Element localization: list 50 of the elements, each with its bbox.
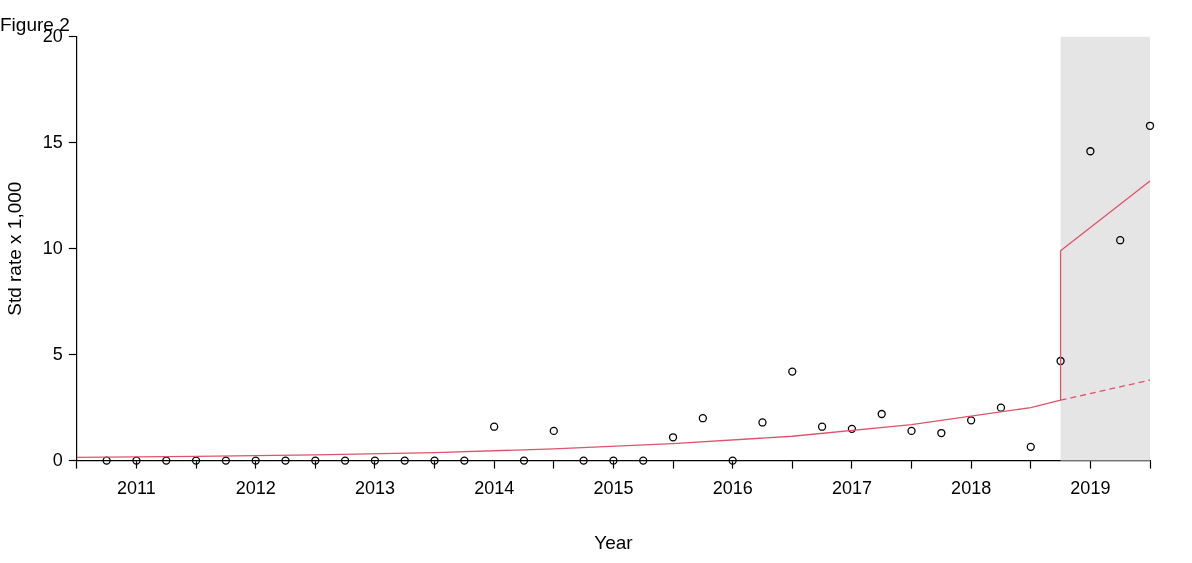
point xyxy=(221,456,231,465)
point xyxy=(966,416,976,425)
point xyxy=(758,418,767,427)
y-axis-title: Std rate x 1,000 xyxy=(3,181,25,316)
y-tick-label: 0 xyxy=(52,449,63,470)
point xyxy=(460,456,469,465)
point xyxy=(370,456,380,465)
point xyxy=(668,433,678,442)
x-tick-label: 2018 xyxy=(951,478,992,499)
point xyxy=(847,424,857,433)
point xyxy=(639,456,648,465)
x-axis-title: Year xyxy=(594,531,634,553)
point xyxy=(1145,121,1155,130)
point xyxy=(937,428,946,438)
point xyxy=(340,456,350,465)
point xyxy=(728,456,737,465)
point xyxy=(788,367,797,376)
point xyxy=(490,422,499,431)
point xyxy=(311,456,320,465)
point xyxy=(579,456,588,465)
point xyxy=(907,426,916,436)
x-tick-label: 2012 xyxy=(235,478,276,499)
point xyxy=(281,456,290,465)
point xyxy=(1056,356,1065,366)
point xyxy=(877,409,886,419)
x-tick-label: 2016 xyxy=(712,478,753,499)
point xyxy=(1116,236,1125,245)
point xyxy=(519,456,529,465)
point xyxy=(430,456,439,465)
point xyxy=(549,426,558,436)
y-tick-label: 15 xyxy=(42,131,63,152)
point xyxy=(698,414,707,423)
point xyxy=(609,456,618,465)
point xyxy=(1086,147,1095,156)
x-tick-label: 2019 xyxy=(1070,478,1111,499)
point xyxy=(996,403,1006,412)
x-tick-label: 2017 xyxy=(831,478,872,499)
point xyxy=(191,456,201,465)
point xyxy=(162,456,171,465)
point xyxy=(251,456,260,465)
point xyxy=(1026,442,1035,451)
y-tick-label: 10 xyxy=(42,237,63,258)
x-tick-label: 2014 xyxy=(474,478,515,499)
point xyxy=(400,456,409,465)
x-tick-label: 2011 xyxy=(117,478,156,499)
x-tick-label: 2013 xyxy=(354,478,395,499)
y-tick-label: 5 xyxy=(52,343,63,364)
point xyxy=(817,422,827,431)
point xyxy=(102,456,111,465)
x-tick-label: 2015 xyxy=(593,478,634,499)
